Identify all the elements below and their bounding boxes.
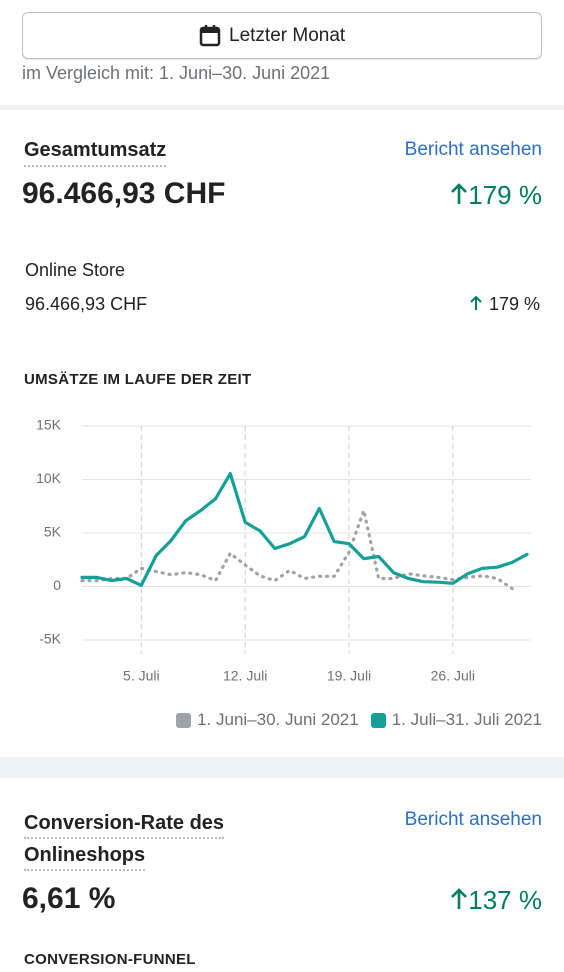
conversion-change: 137 %: [450, 885, 542, 916]
legend-label: 1. Juli–31. Juli 2021: [391, 710, 542, 729]
report-link[interactable]: Bericht ansehen: [404, 139, 542, 160]
channel-name: Online Store: [25, 260, 126, 280]
channel-change: 179 %: [469, 294, 540, 315]
change-text: 179 %: [468, 180, 542, 210]
report-link[interactable]: Bericht ansehen: [404, 809, 542, 830]
calendar-icon: [199, 25, 221, 47]
section-title: CONVERSION-FUNNEL: [24, 951, 196, 968]
x-tick-label: 12. Juli: [223, 668, 267, 684]
x-tick-label: 5. Juli: [123, 668, 160, 684]
x-tick-label: 26. Juli: [431, 668, 475, 684]
legend-item: 1. Juni–30. Juni 2021: [176, 710, 359, 730]
y-tick-label: 10K: [36, 470, 62, 486]
y-tick-label: -5K: [39, 631, 61, 647]
date-section: Letzter Monat im Vergleich mit: 1. Juni–…: [0, 0, 564, 105]
change-text: 137 %: [468, 885, 542, 915]
button-label: Letzter Monat: [229, 25, 346, 46]
arrow-up-icon: [451, 888, 468, 909]
chart-title: UMSÄTZE IM LAUFE DER ZEIT: [24, 371, 252, 388]
conversion-card: Conversion-Rate des Onlineshops Bericht …: [0, 778, 564, 972]
y-tick-label: 15K: [36, 417, 62, 433]
arrow-up-icon: [451, 183, 468, 204]
legend: 1. Juni–30. Juni 2021 1. Juli–31. Juli 20…: [176, 710, 542, 730]
total-change: 179 %: [450, 180, 542, 211]
total-value: 96.466,93 CHF: [22, 177, 226, 210]
y-tick-label: 5K: [44, 524, 62, 540]
series-line: [80, 472, 529, 587]
x-tick-label: 19. Juli: [327, 668, 371, 684]
sales-card: Gesamtumsatz Bericht ansehen 96.466,93 C…: [0, 110, 564, 757]
card-title: Conversion-Rate des Onlineshops: [24, 807, 264, 871]
date-button[interactable]: Letzter Monat: [22, 12, 542, 59]
title-text: Conversion-Rate des Onlineshops: [24, 812, 225, 871]
series-line: [80, 508, 514, 591]
comparison-text: im Vergleich mit: 1. Juni–30. Juni 2021: [22, 63, 331, 83]
chart: 15K 10K 5K 0 -5K 5. Juli 12. Juli 19. Juli 26. J…: [36, 417, 531, 684]
legend-item: 1. Juli–31. Juli 2021: [370, 710, 542, 730]
legend-swatch: [176, 712, 192, 728]
legend-label: 1. Juni–30. Juni 2021: [197, 710, 359, 729]
card-title: Gesamtumsatz: [24, 139, 167, 167]
channel-value: 96.466,93 CHF: [25, 294, 148, 314]
y-tick-label: 0: [53, 577, 61, 593]
arrow-up-icon: [470, 295, 482, 310]
change-text: 179 %: [488, 294, 540, 314]
legend-swatch: [370, 712, 386, 728]
conversion-value: 6,61 %: [22, 882, 116, 915]
